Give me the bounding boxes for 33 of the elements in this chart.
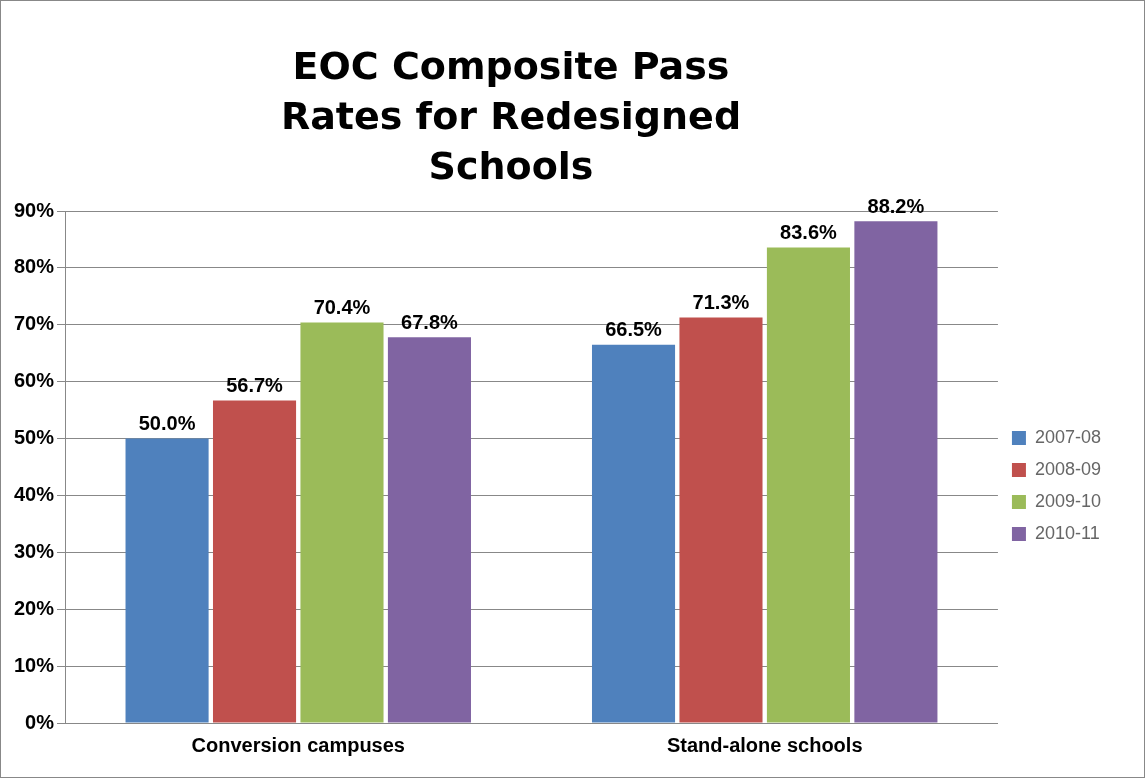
y-tick-label: 20% xyxy=(14,596,55,619)
y-tick-label: 50% xyxy=(14,426,55,449)
legend-label: 2010-11 xyxy=(1034,522,1100,543)
y-tick-label: 10% xyxy=(14,653,55,676)
y-tick-label: 80% xyxy=(14,255,55,278)
y-tick-label: 90% xyxy=(14,198,55,221)
bar xyxy=(212,400,297,723)
data-label: 50.0% xyxy=(138,412,196,435)
bar xyxy=(854,221,938,723)
x-tick-label: Stand-alone schools xyxy=(666,733,863,756)
y-tick-label: 40% xyxy=(14,482,55,505)
bar xyxy=(591,344,676,723)
y-tick-label: 70% xyxy=(14,312,55,335)
y-tick-label: 0% xyxy=(25,710,55,733)
data-label: 56.7% xyxy=(226,373,284,396)
y-tick-label: 30% xyxy=(14,539,55,562)
bar xyxy=(300,322,384,723)
bar xyxy=(125,438,209,723)
legend-label: 2008-09 xyxy=(1034,458,1101,479)
bar xyxy=(679,317,763,723)
data-label: 83.6% xyxy=(780,220,838,243)
legend-label: 2007-08 xyxy=(1034,426,1101,447)
data-label: 71.3% xyxy=(692,290,750,313)
data-label: 66.5% xyxy=(605,318,663,341)
bar xyxy=(766,247,850,723)
legend-label: 2009-10 xyxy=(1034,490,1101,511)
bar xyxy=(387,337,471,723)
data-label: 88.2% xyxy=(867,194,925,217)
y-tick-label: 60% xyxy=(14,369,55,392)
chart-title: EOC Composite Pass Rates for Redesigned Schools xyxy=(279,43,743,190)
data-label: 70.4% xyxy=(313,296,371,319)
data-label: 67.8% xyxy=(401,310,459,333)
x-tick-label: Conversion campuses xyxy=(191,733,405,756)
